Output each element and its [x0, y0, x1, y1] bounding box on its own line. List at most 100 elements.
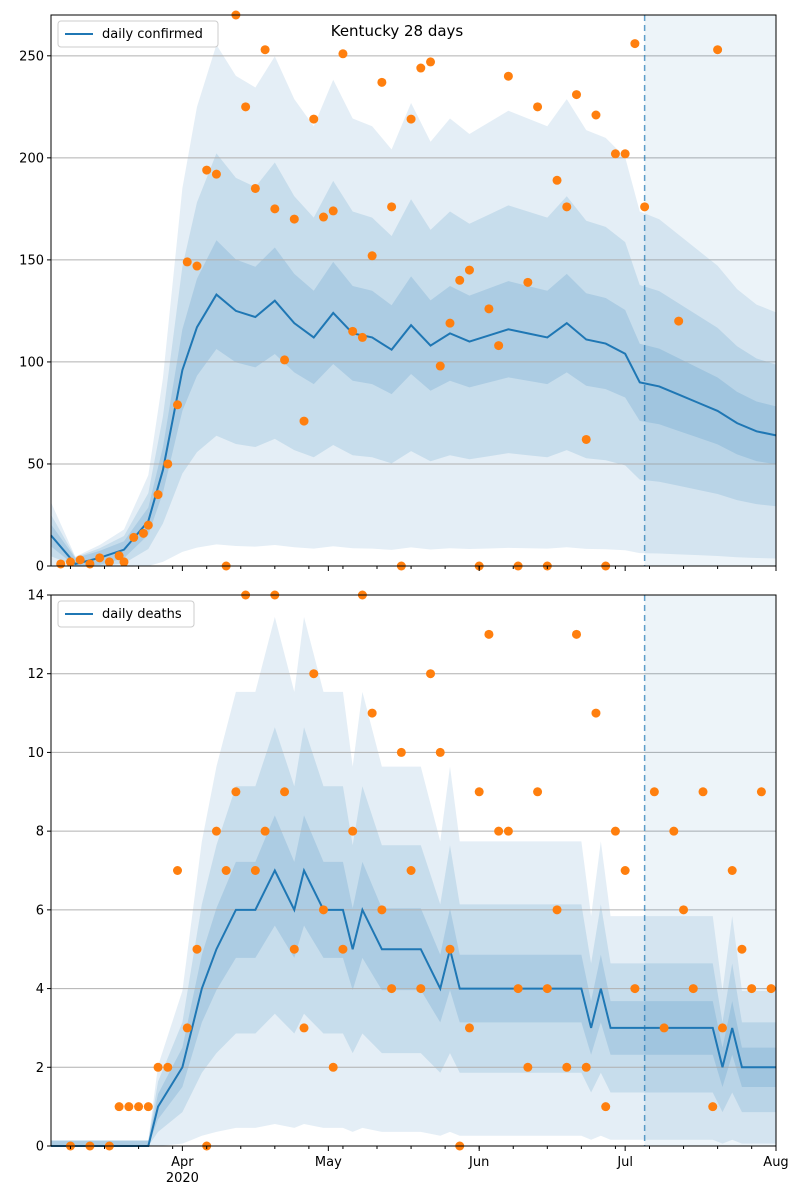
- data-point: [435, 747, 445, 757]
- y-tick-label: 250: [19, 49, 44, 64]
- data-point: [387, 984, 397, 994]
- data-point: [75, 555, 85, 565]
- data-point: [669, 826, 679, 836]
- data-point: [756, 787, 766, 797]
- data-point: [250, 183, 260, 193]
- data-point: [542, 984, 552, 994]
- deaths-legend: daily deaths: [57, 600, 195, 628]
- data-point: [445, 944, 455, 954]
- data-point: [688, 984, 698, 994]
- y-tick-label: 14: [27, 589, 44, 604]
- deaths-forecast-marker: [643, 595, 776, 1146]
- data-point: [119, 557, 129, 567]
- data-point: [572, 629, 582, 639]
- data-point: [552, 905, 562, 915]
- data-point: [338, 49, 348, 59]
- data-point: [163, 459, 173, 469]
- data-point: [377, 77, 387, 87]
- data-point: [533, 787, 543, 797]
- uncertainty-band-1: [51, 44, 776, 567]
- uncertainty-band-3: [51, 240, 776, 567]
- data-point: [95, 553, 105, 563]
- data-point: [426, 669, 436, 679]
- confirmed-legend: daily confirmed: [57, 20, 219, 48]
- x-tick-label: Jun: [468, 1155, 489, 1170]
- data-point: [377, 905, 387, 915]
- data-point: [289, 944, 299, 954]
- deaths-line: [51, 867, 776, 1147]
- data-point: [464, 1023, 474, 1033]
- data-point: [211, 169, 221, 179]
- data-point: [221, 866, 231, 875]
- data-point: [143, 520, 153, 530]
- data-point: [523, 277, 533, 287]
- data-point: [104, 557, 114, 567]
- uncertainty-band-2: [51, 727, 776, 1146]
- data-point: [173, 400, 183, 410]
- data-point: [309, 669, 319, 679]
- data-point: [649, 787, 659, 797]
- data-point: [674, 316, 684, 326]
- data-point: [299, 416, 309, 426]
- data-point: [406, 866, 416, 875]
- data-point: [426, 57, 436, 67]
- data-point: [318, 905, 328, 915]
- data-point: [348, 826, 358, 836]
- data-point: [601, 1102, 611, 1112]
- data-point: [503, 826, 513, 836]
- data-point: [737, 944, 747, 954]
- y-tick-label: 100: [19, 355, 44, 370]
- confirmed-legend-label: daily confirmed: [102, 27, 203, 42]
- data-point: [572, 90, 582, 100]
- confirmed-y-ticks: 0 50 100 150 200 250: [19, 49, 51, 575]
- data-point: [581, 1062, 591, 1072]
- data-point: [406, 114, 416, 124]
- data-point: [338, 944, 348, 954]
- data-point: [620, 866, 630, 875]
- data-point: [182, 1023, 192, 1033]
- x-tick-label: Jul: [616, 1155, 633, 1170]
- data-point: [211, 826, 221, 836]
- data-point: [630, 39, 640, 49]
- data-point: [708, 1102, 718, 1112]
- data-point: [56, 559, 66, 569]
- data-point: [65, 557, 75, 567]
- data-point: [143, 1102, 153, 1112]
- data-point: [435, 361, 445, 371]
- forecast-region: [644, 15, 776, 566]
- deaths-legend-label: daily deaths: [102, 607, 182, 622]
- data-point: [552, 175, 562, 185]
- data-point: [387, 202, 397, 212]
- data-point: [747, 984, 757, 994]
- data-point: [679, 905, 689, 915]
- data-point: [309, 114, 319, 124]
- confirmed-x-ticks: [69, 566, 777, 571]
- data-point: [202, 165, 212, 175]
- confirmed-axes: [50, 14, 777, 567]
- data-point: [138, 528, 148, 538]
- data-point: [474, 787, 484, 797]
- data-point: [591, 110, 601, 120]
- data-point: [114, 1102, 124, 1112]
- confirmed-line: [50, 293, 777, 566]
- data-point: [494, 826, 504, 836]
- data-point: [182, 257, 192, 267]
- x-tick-label: Apr: [171, 1155, 194, 1170]
- deaths-points: [65, 590, 776, 1151]
- data-point: [280, 787, 290, 797]
- data-point: [163, 1062, 173, 1072]
- y-tick-label: 4: [36, 982, 44, 997]
- plot-frame: [50, 14, 777, 567]
- data-point: [289, 214, 299, 224]
- data-point: [562, 1062, 572, 1072]
- data-point: [328, 206, 338, 216]
- y-tick-label: 6: [36, 903, 44, 918]
- data-point: [260, 826, 270, 836]
- deaths-y-ticks: 0 2 4 6 8 10 12 14: [27, 589, 51, 1155]
- confirmed-forecast-marker: [643, 15, 776, 566]
- data-point: [659, 1023, 669, 1033]
- data-point: [367, 251, 377, 261]
